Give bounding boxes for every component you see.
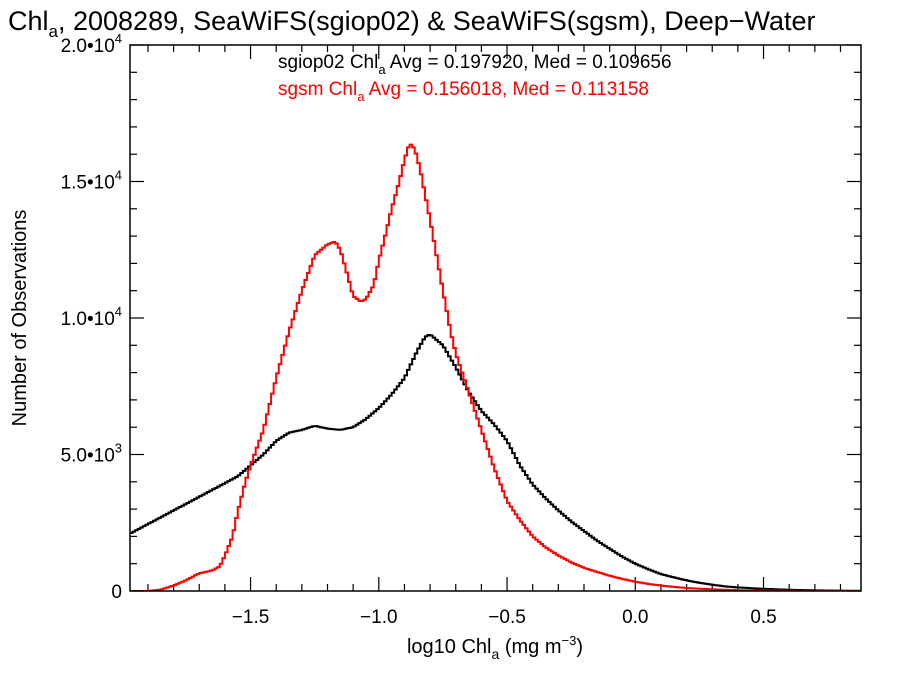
y-axis-ticks: 0 5.0•103 1.0•104 1.5•104 2.0•104 [61, 31, 861, 603]
y-tick-label: 1.0•104 [61, 304, 122, 330]
y-tick-label: 0 [111, 582, 122, 603]
series-line-sgiop02 [130, 334, 861, 591]
plot-frame [129, 44, 862, 592]
y-tick-label: 1.5•104 [61, 168, 122, 194]
x-tick-label: 0.5 [750, 607, 776, 628]
x-tick-label: −1.5 [232, 607, 270, 628]
y-tick-label: 2.0•104 [61, 31, 122, 57]
legend-entry-sgsm: sgsm Chla Avg = 0.156018, Med = 0.113158 [278, 79, 649, 104]
x-axis-label: log10 Chla (mg m−3) [407, 633, 583, 662]
legend-entry-sgiop02: sgiop02 Chla Avg = 0.197920, Med = 0.109… [278, 52, 672, 77]
chart-title: Chla, 2008289, SeaWiFS(sgiop02) & SeaWiF… [8, 6, 816, 41]
series-layer [130, 143, 861, 591]
y-tick-label: 5.0•103 [61, 441, 122, 467]
x-tick-label: −0.5 [488, 607, 526, 628]
series-line-sgsm [130, 143, 861, 591]
y-axis-label: Number of Observations [9, 210, 31, 427]
x-tick-label: 0.0 [622, 607, 648, 628]
x-axis-ticks: −1.5 −1.0 −0.5 0.0 0.5 [147, 45, 842, 628]
x-tick-label: −1.0 [360, 607, 398, 628]
